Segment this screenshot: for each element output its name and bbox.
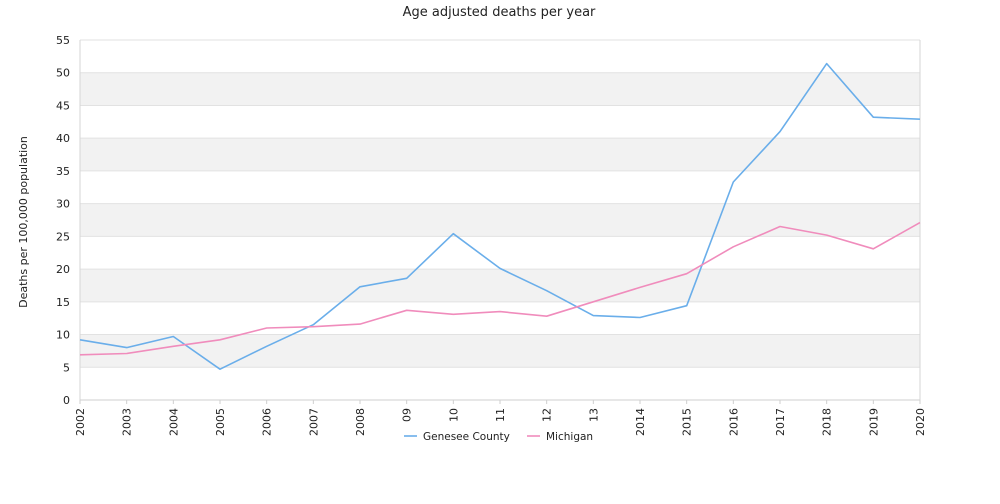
y-tick-label: 30 <box>56 198 70 211</box>
background-band <box>80 138 920 171</box>
x-tick-label: 2005 <box>214 408 227 436</box>
x-tick-label: 2017 <box>774 408 787 436</box>
y-tick-label: 5 <box>63 361 70 374</box>
chart-title: Age adjusted deaths per year <box>403 5 596 20</box>
x-tick-label: 12 <box>541 408 554 422</box>
x-tick-label: 2008 <box>354 408 367 436</box>
series-lines <box>79 62 921 371</box>
x-tick-label: 11 <box>494 408 507 422</box>
y-tick-label: 25 <box>56 230 70 243</box>
x-tick-label: 2019 <box>867 408 880 436</box>
background-band <box>80 203 920 237</box>
x-tick-label: 2002 <box>74 408 87 436</box>
y-axis-label: Deaths per 100,000 population <box>17 136 30 308</box>
x-tick-label: 2015 <box>681 408 694 436</box>
y-tick-label: 35 <box>56 165 70 178</box>
x-tick-label: 2006 <box>261 408 274 436</box>
legend-label: Genesee County <box>423 431 510 443</box>
x-tick-label: 2018 <box>821 408 834 436</box>
x-axis: 2002 2003 2004 2005 2006 2007 2008 09 10 11 12 13 20… <box>74 400 927 436</box>
background-band <box>80 269 920 302</box>
x-tick-label: 2003 <box>121 408 134 436</box>
x-tick-label: 2004 <box>167 408 180 436</box>
y-tick-label: 45 <box>56 99 70 112</box>
legend-label: Michigan <box>546 431 593 443</box>
x-tick-label: 2020 <box>914 408 927 436</box>
x-tick-label: 13 <box>587 408 600 422</box>
y-tick-label: 50 <box>56 67 70 80</box>
y-tick-label: 15 <box>56 296 70 309</box>
x-tick-label: 09 <box>401 408 414 422</box>
series-line-genesee-county <box>79 62 921 371</box>
x-tick-label: 2007 <box>307 408 320 436</box>
y-tick-label: 0 <box>63 394 70 407</box>
background-band <box>80 72 920 106</box>
series-line-michigan <box>79 221 921 356</box>
y-tick-label: 10 <box>56 329 70 342</box>
x-tick-label: 10 <box>447 408 460 422</box>
background-bands <box>80 72 920 368</box>
y-axis: 0 5 10 15 20 25 30 35 40 45 50 55 <box>56 34 70 407</box>
x-tick-label: 2014 <box>634 408 647 436</box>
x-tick-label: 2016 <box>727 408 740 436</box>
background-band <box>80 334 920 368</box>
y-tick-label: 55 <box>56 34 70 47</box>
legend: Genesee County Michigan <box>404 431 593 443</box>
y-tick-label: 20 <box>56 263 70 276</box>
y-tick-label: 40 <box>56 132 70 145</box>
